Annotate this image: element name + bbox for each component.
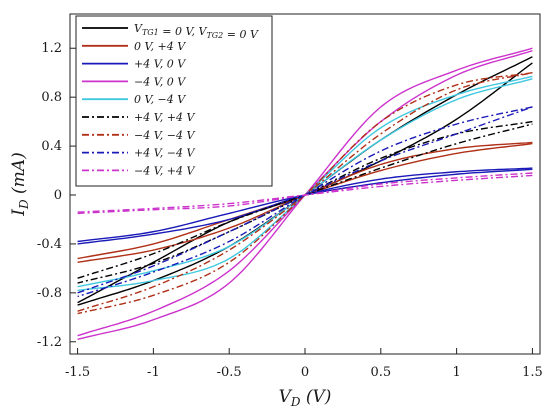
legend: VTG1 = 0 V, VTG2 = 0 V0 V, +4 V +4 V, 0 V…: [75, 15, 273, 187]
x-tick-label: 0.5: [370, 365, 391, 380]
legend-label: +4 V, 0 V: [134, 58, 186, 71]
y-tick-label: 0: [54, 188, 62, 203]
legend-label: 0 V, −4 V: [134, 93, 186, 106]
legend-box: [75, 15, 273, 187]
legend-label: +4 V, −4 V: [134, 147, 195, 160]
x-tick-label: -1.5: [65, 365, 90, 380]
curves-layer: [77, 47, 533, 340]
series-9-reverse-sweep: [77, 172, 533, 215]
ticks-layer: [70, 47, 533, 354]
series-9: [77, 172, 533, 215]
y-tick-label: 0.8: [41, 90, 62, 105]
legend-label: −4 V, −4 V: [134, 129, 195, 142]
y-tick-label: 0.4: [41, 139, 62, 154]
legend-label: −4 V, +4 V: [134, 164, 195, 177]
y-axis-title: ID (mA): [9, 152, 31, 216]
y-tick-label: 1.2: [41, 41, 62, 56]
legend-items: VTG1 = 0 V, VTG2 = 0 V0 V, +4 V +4 V, 0 V…: [82, 22, 259, 177]
x-tick-label: 1: [452, 365, 460, 380]
y-tick-label: -0.4: [37, 237, 62, 252]
x-tick-label: -0.5: [217, 365, 242, 380]
y-tick-label: -0.8: [37, 286, 62, 301]
tick-labels-layer: -1.5 -1 -0.5 0 0.5 1 1.5 -1.2 -0.8 -0.4 0 0.4 0.8 1.2: [37, 41, 543, 380]
x-tick-label: 1.5: [522, 365, 543, 380]
x-tick-label: -1: [147, 365, 160, 380]
legend-label: VTG1 = 0 V, VTG2 = 0 V: [134, 22, 259, 41]
series-8-forward-sweep: [77, 106, 533, 294]
x-tick-label: 0: [301, 365, 309, 380]
legend-label: +4 V, +4 V: [134, 111, 195, 124]
legend-label: 0 V, +4 V: [134, 40, 186, 53]
series-7-reverse-sweep: [77, 72, 533, 315]
legend-label: −4 V, 0 V: [134, 75, 186, 88]
x-axis-title: VD (V): [279, 387, 332, 409]
y-tick-label: -1.2: [37, 335, 62, 350]
